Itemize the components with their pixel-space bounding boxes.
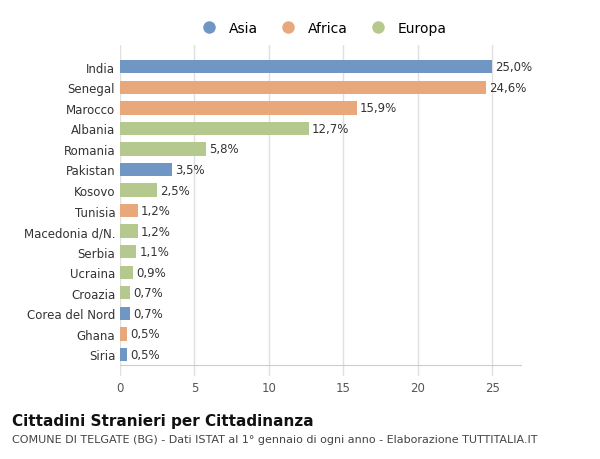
Text: 1,2%: 1,2% — [141, 205, 171, 218]
Text: 15,9%: 15,9% — [360, 102, 397, 115]
Text: 1,2%: 1,2% — [141, 225, 171, 238]
Text: 0,5%: 0,5% — [130, 348, 160, 361]
Text: 0,7%: 0,7% — [133, 307, 163, 320]
Bar — [120, 81, 486, 95]
Text: 0,5%: 0,5% — [130, 328, 160, 341]
Bar — [120, 61, 492, 74]
Bar — [120, 123, 309, 136]
Text: 5,8%: 5,8% — [209, 143, 239, 156]
Text: 25,0%: 25,0% — [495, 61, 532, 74]
Bar — [120, 246, 136, 259]
Bar — [120, 286, 130, 300]
Bar — [120, 163, 172, 177]
Bar — [120, 102, 357, 115]
Bar — [120, 266, 133, 280]
Text: 0,7%: 0,7% — [133, 287, 163, 300]
Text: COMUNE DI TELGATE (BG) - Dati ISTAT al 1° gennaio di ogni anno - Elaborazione TU: COMUNE DI TELGATE (BG) - Dati ISTAT al 1… — [12, 434, 538, 444]
Bar — [120, 204, 138, 218]
Text: 3,5%: 3,5% — [175, 164, 205, 177]
Bar — [120, 307, 130, 320]
Bar — [120, 328, 127, 341]
Bar — [120, 348, 127, 361]
Text: 0,9%: 0,9% — [136, 266, 166, 279]
Text: 1,1%: 1,1% — [139, 246, 169, 258]
Legend: Asia, Africa, Europa: Asia, Africa, Europa — [190, 17, 452, 41]
Text: Cittadini Stranieri per Cittadinanza: Cittadini Stranieri per Cittadinanza — [12, 413, 314, 428]
Text: 24,6%: 24,6% — [489, 82, 527, 95]
Bar — [120, 143, 206, 156]
Bar — [120, 225, 138, 238]
Text: 12,7%: 12,7% — [312, 123, 349, 135]
Text: 2,5%: 2,5% — [160, 184, 190, 197]
Bar — [120, 184, 157, 197]
